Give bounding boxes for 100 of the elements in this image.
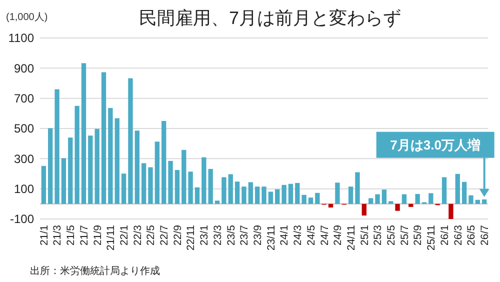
x-tick-label: 25/7	[398, 224, 411, 246]
bar	[68, 138, 73, 204]
bar	[302, 194, 306, 204]
bar	[174, 170, 180, 204]
bar	[168, 160, 173, 204]
x-tick-label: 22/11	[185, 224, 198, 250]
x-tick-label: 21/9	[92, 224, 104, 246]
x-tick-label: 23/1	[198, 224, 211, 246]
bar	[128, 78, 133, 204]
bar	[308, 198, 314, 204]
bar	[335, 182, 340, 204]
x-tick-label: 26/3	[452, 224, 464, 246]
bar	[41, 166, 46, 204]
bar	[94, 128, 100, 204]
bar	[362, 204, 366, 216]
bar	[388, 201, 394, 204]
x-tick-label: 25/11	[426, 224, 438, 250]
bar	[262, 186, 266, 204]
bar	[295, 182, 300, 204]
bar	[202, 157, 206, 204]
bar	[121, 174, 126, 204]
x-tick-label: 23/3	[212, 224, 224, 246]
bar	[455, 174, 460, 204]
x-tick-label: 26/7	[479, 224, 492, 246]
bar	[101, 72, 106, 204]
x-tick-label: 25/9	[412, 224, 424, 246]
annotation: 7月は3.0万人増	[390, 137, 480, 152]
bar	[61, 158, 66, 204]
bar	[214, 200, 220, 204]
bar	[248, 182, 253, 204]
bar	[254, 186, 260, 204]
x-tick-label: 22/1	[118, 224, 130, 246]
bar	[154, 142, 160, 204]
bar	[448, 204, 454, 219]
bar	[148, 167, 153, 204]
x-tick-label: 24/9	[332, 224, 344, 246]
bar	[228, 174, 233, 204]
x-tick-label: 26/1	[438, 224, 451, 246]
x-tick-label: 21/11	[105, 224, 118, 250]
y-tick-label: 300	[14, 152, 34, 166]
bar	[442, 177, 447, 204]
bar	[348, 186, 354, 204]
bar	[288, 184, 294, 204]
bar	[54, 89, 60, 204]
bar	[468, 195, 474, 204]
bar	[402, 194, 407, 204]
chart-title: 民間雇用、7月は前月と変わらず	[138, 8, 402, 28]
x-tick-label: 21/1	[38, 224, 50, 246]
x-tick-label: 21/3	[52, 224, 64, 246]
x-tick-label: 23/11	[265, 224, 278, 250]
y-tick-label: 900	[14, 61, 34, 76]
x-tick-label: 22/5	[145, 224, 158, 246]
bar	[282, 184, 286, 204]
x-tick-label: 22/3	[132, 224, 144, 246]
x-tick-label: 23/7	[238, 224, 251, 246]
bar	[108, 108, 113, 204]
bar	[355, 172, 360, 204]
bar	[462, 182, 467, 204]
bar	[395, 204, 400, 211]
x-tick-label: 26/5	[466, 224, 478, 246]
bar	[328, 204, 334, 208]
y-axis-title: (1,000人)	[6, 12, 48, 23]
x-tick-label: 25/5	[386, 224, 398, 246]
bar	[81, 63, 86, 204]
y-tick-label: -100	[10, 212, 34, 226]
x-tick-label: 23/5	[225, 224, 238, 246]
x-tick-label: 24/11	[345, 224, 358, 250]
x-tick-label: 24/5	[305, 224, 318, 246]
x-tick-label: 21/7	[78, 224, 90, 246]
y-tick-label: 500	[14, 122, 34, 136]
text: 出所：米労働統計局より作成	[30, 265, 160, 277]
x-tick-label: 25/1	[358, 224, 371, 246]
bar	[368, 198, 374, 204]
bar	[188, 172, 193, 204]
x-tick-label: 22/9	[172, 224, 184, 246]
x-tick-label: 24/1	[278, 224, 291, 246]
bar	[141, 163, 146, 204]
bar	[315, 192, 320, 204]
x-tick-label: 24/3	[292, 224, 304, 246]
bar	[475, 200, 480, 204]
bar	[194, 187, 200, 204]
bar	[382, 190, 387, 204]
bar	[162, 120, 166, 204]
x-tick-label: 22/7	[158, 224, 171, 246]
bar	[415, 194, 420, 204]
bar	[74, 106, 80, 204]
bar	[208, 168, 213, 204]
y-tick-label: 100	[14, 182, 34, 196]
x-tick-label: 23/9	[252, 224, 264, 246]
x-tick-label: 21/5	[65, 224, 78, 246]
x-tick-label: 24/7	[318, 224, 331, 246]
bar	[275, 189, 280, 204]
bar	[428, 193, 434, 204]
bar	[242, 186, 246, 204]
bar	[222, 177, 226, 204]
bar	[375, 194, 380, 204]
bar	[88, 136, 93, 204]
bar	[234, 182, 240, 204]
x-tick-label: 25/3	[372, 224, 384, 246]
bar	[114, 118, 120, 204]
